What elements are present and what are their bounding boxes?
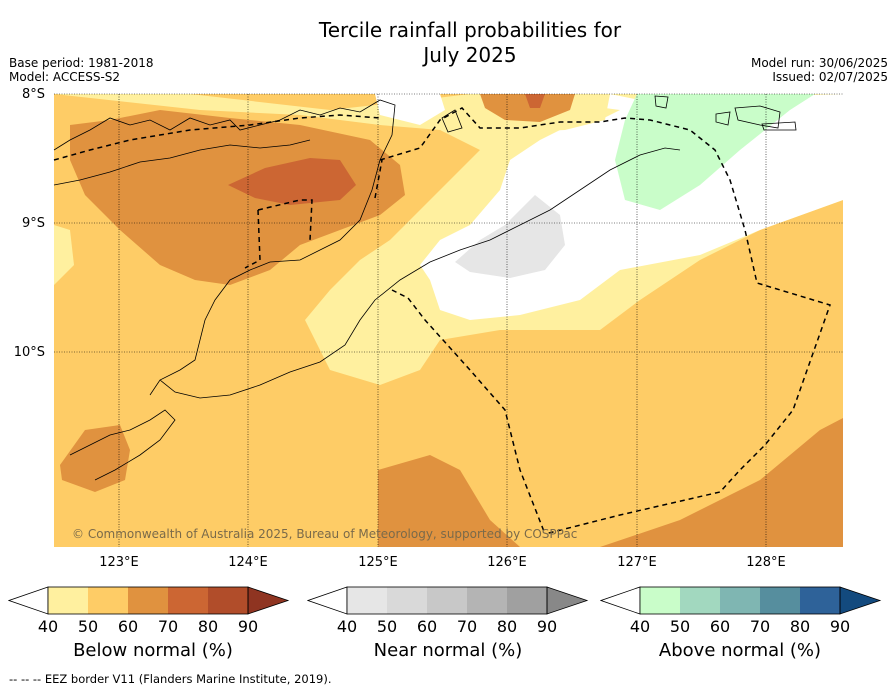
meta-right: Model run: 30/06/2025 Issued: 02/07/2025: [751, 56, 888, 84]
lat-label-8s: 8°S: [22, 87, 45, 102]
region-no-dominant-north: [375, 94, 445, 125]
colorbar-near-tick-50: 50: [377, 617, 397, 636]
colorbar-near-over-triangle: [546, 586, 589, 615]
colorbar-above: 40 50 60 70 80 90: [600, 586, 882, 636]
colorbar-above-swatch-50: [680, 587, 720, 614]
colorbar-above-tick-90: 90: [830, 617, 850, 636]
region-below-60-70-north: [480, 94, 575, 122]
lon-label-128e: 128°E: [746, 555, 786, 570]
colorbar-above-over-triangle: [839, 586, 882, 615]
colorbar-below-tick-50: 50: [78, 617, 98, 636]
copyright-text: © Commonwealth of Australia 2025, Bureau…: [72, 527, 577, 541]
colorbar-near-swatch-80: [507, 587, 547, 614]
colorbar-above-tick-60: 60: [710, 617, 730, 636]
colorbar-near-swatch-40: [347, 587, 387, 614]
colorbar-above-swatch-40: [640, 587, 680, 614]
model-text: Model: ACCESS-S2: [9, 70, 121, 84]
colorbar-above-tick-40: 40: [630, 617, 650, 636]
colorbar-near-swatch-50: [387, 587, 427, 614]
colorbar-below-over-triangle: [247, 586, 290, 615]
colorbar-near-under-triangle: [307, 586, 348, 615]
colorbar-above-under-triangle: [600, 586, 641, 615]
colorbar-above-title: Above normal (%): [658, 640, 822, 661]
colorbar-below-under-triangle: [8, 586, 49, 615]
colorbar-near-title: Near normal (%): [373, 640, 523, 661]
coastlines: [53, 95, 797, 481]
colorbar-below-tick-60: 60: [118, 617, 138, 636]
base-period-text: Base period: 1981-2018: [9, 56, 154, 70]
region-above-40-50: [615, 94, 815, 210]
region-below-70-80-north: [525, 94, 545, 108]
colorbar-below-swatch-60: [128, 587, 168, 614]
colorbar-near-swatch-70: [467, 587, 507, 614]
region-below-70-80: [228, 158, 356, 205]
colorbar-near-swatch-60: [427, 587, 467, 614]
map-fill-layer: [54, 94, 843, 547]
axis-labels: 8°S 9°S 10°S 123°E 124°E 125°E 126°E 127…: [14, 87, 786, 570]
colorbar-near-tick-70: 70: [457, 617, 477, 636]
region-below-40-50-west: [54, 225, 74, 285]
colorbar-near-tick-80: 80: [497, 617, 517, 636]
title-line-2: July 2025: [423, 43, 517, 67]
colorbar-above-swatch-80: [800, 587, 840, 614]
model-run-text: Model run: 30/06/2025: [750, 56, 888, 70]
colorbar-near-tick-90: 90: [537, 617, 557, 636]
colorbar-below-swatch-80: [208, 587, 248, 614]
eez-footnote: -- -- -- EEZ border V11 (Flanders Marine…: [9, 672, 332, 686]
colorbar-near-tick-40: 40: [337, 617, 357, 636]
region-near-40-50: [455, 195, 565, 278]
region-below-60-70-se: [600, 418, 843, 547]
colorbar-below-swatch-50: [88, 587, 128, 614]
colorbar-above-tick-70: 70: [750, 617, 770, 636]
lon-label-123e: 123°E: [99, 555, 139, 570]
colorbar-near-tick-60: 60: [417, 617, 437, 636]
title-line-1: Tercile rainfall probabilities for: [318, 18, 622, 42]
colorbar-below-tick-40: 40: [38, 617, 58, 636]
colorbar-below-swatch-40: [48, 587, 88, 614]
lat-label-10s: 10°S: [14, 345, 45, 360]
colorbar-near-frame: [346, 586, 548, 615]
colorbar-below-tick-80: 80: [198, 617, 218, 636]
chart-title: Tercile rainfall probabilities for July …: [0, 18, 896, 68]
region-below-60-70-sw: [60, 425, 130, 492]
lon-label-126e: 126°E: [487, 555, 527, 570]
lat-label-9s: 9°S: [22, 216, 45, 231]
colorbar-below: 40 50 60 70 80 90: [8, 586, 290, 636]
colorbar-near: 40 50 60 70 80 90: [307, 586, 589, 636]
issued-text: Issued: 02/07/2025: [772, 70, 888, 84]
meta-left: Base period: 1981-2018 Model: ACCESS-S2: [9, 56, 154, 84]
eez-border: [53, 107, 831, 535]
region-below-60-70-south: [378, 455, 520, 547]
colorbar-below-swatches: 40 50 60 70 80 90: [8, 586, 290, 636]
colorbar-below-tick-90: 90: [238, 617, 258, 636]
lon-label-127e: 127°E: [617, 555, 657, 570]
colorbar-below-title: Below normal (%): [73, 640, 233, 661]
lon-label-125e: 125°E: [358, 555, 398, 570]
region-below-60-70: [70, 110, 405, 285]
colorbar-below-swatch-70: [168, 587, 208, 614]
colorbar-above-tick-50: 50: [670, 617, 690, 636]
colorbar-above-tick-80: 80: [790, 617, 810, 636]
colorbar-below-frame: [47, 586, 249, 615]
rainfall-map: 8°S 9°S 10°S 123°E 124°E 125°E 126°E 127…: [14, 87, 843, 570]
colorbar-above-swatches: 40 50 60 70 80 90: [600, 586, 882, 636]
map-grid: [54, 93, 843, 547]
colorbar-above-swatch-70: [760, 587, 800, 614]
lon-label-124e: 124°E: [228, 555, 268, 570]
colorbar-near-swatches: 40 50 60 70 80 90: [307, 586, 589, 636]
colorbar-above-frame: [639, 586, 841, 615]
colorbar-above-swatch-60: [720, 587, 760, 614]
colorbar-below-tick-70: 70: [158, 617, 178, 636]
